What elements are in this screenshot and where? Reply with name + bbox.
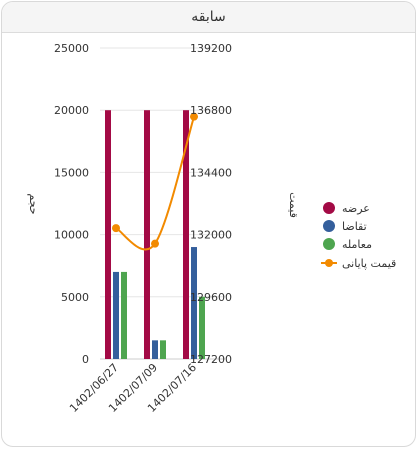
- legend-marker: [323, 220, 335, 232]
- y-right-tick-label: 139200: [190, 42, 232, 55]
- bar-1-0: [113, 271, 119, 359]
- legend-item-0[interactable]: عرضه: [323, 202, 370, 215]
- bar-2-0: [121, 271, 127, 359]
- y-right-tick-label: 136800: [190, 104, 232, 117]
- line-point-0: [112, 224, 120, 233]
- line-point-1: [151, 239, 159, 248]
- legend-marker: [325, 259, 333, 267]
- y-right-tick-label: 134400: [190, 166, 232, 179]
- legend-item-3[interactable]: قیمت پایانی: [321, 257, 396, 270]
- line-series-path: [115, 116, 195, 251]
- y-right-tick-label: 127200: [190, 353, 232, 366]
- bar-1-2: [191, 247, 197, 359]
- bar-0-1: [144, 110, 150, 359]
- y-left-tick-label: 25000: [54, 42, 89, 55]
- bars-layer: [105, 110, 205, 359]
- bar-2-1: [160, 340, 166, 359]
- y-right-tick-label: 129600: [190, 291, 232, 304]
- legend-marker: [323, 202, 335, 214]
- y-left-tick-label: 10000: [54, 229, 89, 242]
- y-right-tick-label: 132000: [190, 229, 232, 242]
- bar-0-2: [183, 110, 189, 359]
- legend-label: قیمت پایانی: [342, 257, 396, 270]
- legend: عرضه تقاضا معامله قیمت پایانی: [321, 202, 396, 270]
- card-title: سابقه: [2, 2, 415, 33]
- legend-marker: [323, 238, 335, 250]
- y-axis-left-label: حجم: [27, 193, 40, 214]
- y-left-tick-label: 5000: [61, 291, 89, 304]
- legend-label: عرضه: [342, 202, 370, 215]
- y-left-tick-label: 20000: [54, 104, 89, 117]
- bar-0-0: [105, 110, 111, 359]
- legend-item-2[interactable]: معامله: [323, 238, 372, 251]
- legend-item-1[interactable]: تقاضا: [323, 220, 367, 233]
- line-layer: [112, 112, 198, 251]
- bar-2-2: [199, 296, 205, 359]
- line-point-2: [190, 112, 198, 121]
- bar-1-1: [152, 340, 158, 359]
- legend-label: تقاضا: [342, 220, 367, 233]
- y-left-tick-label: 0: [82, 353, 89, 366]
- y-left-tick-label: 15000: [54, 166, 89, 179]
- legend-label: معامله: [342, 238, 372, 251]
- y-axis-right-label: قیمت: [287, 192, 300, 218]
